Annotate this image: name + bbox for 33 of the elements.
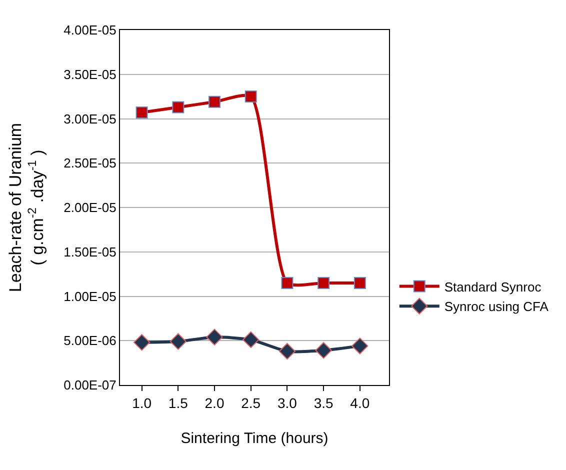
x-tick-label: 1.5 — [168, 394, 188, 411]
point — [281, 276, 294, 289]
y-tick-label: 1.50E-05 — [64, 244, 116, 260]
point — [170, 333, 186, 350]
point — [172, 101, 184, 114]
point — [315, 342, 332, 359]
y-tick-label: 4.00E-05 — [64, 22, 116, 38]
y-tick-label: 2.50E-05 — [64, 156, 116, 171]
legend-label: Standard Synroc — [444, 279, 542, 294]
legend-label: Synroc using CFA — [444, 299, 549, 314]
y-tick-label: 3.00E-05 — [64, 111, 116, 126]
point — [242, 331, 260, 348]
point — [206, 328, 223, 346]
point — [134, 334, 150, 351]
x-tick-label: 3.5 — [314, 394, 334, 411]
y-tick-label: 3.50E-05 — [64, 66, 116, 82]
point — [136, 106, 148, 119]
y-tick-label: 0.00E-07 — [64, 378, 116, 393]
x-tick-label: 1.0 — [132, 394, 152, 411]
x-tick-label: 4.0 — [350, 394, 370, 411]
y-tick-label: 2.00E-05 — [64, 200, 116, 216]
x-tick-label: 3.0 — [277, 394, 298, 411]
x-tick-label: 2.5 — [241, 394, 261, 411]
point — [278, 342, 296, 360]
point — [208, 96, 221, 108]
point — [354, 276, 366, 289]
x-tick-label: 2.0 — [204, 394, 224, 411]
point — [318, 276, 330, 289]
point — [244, 90, 257, 103]
x-axis-title: Sintering Time (hours) — [180, 430, 328, 447]
y-tick-label: 5.00E-06 — [64, 333, 116, 348]
y-tick-label: 1.00E-05 — [64, 288, 116, 304]
point — [352, 338, 368, 354]
